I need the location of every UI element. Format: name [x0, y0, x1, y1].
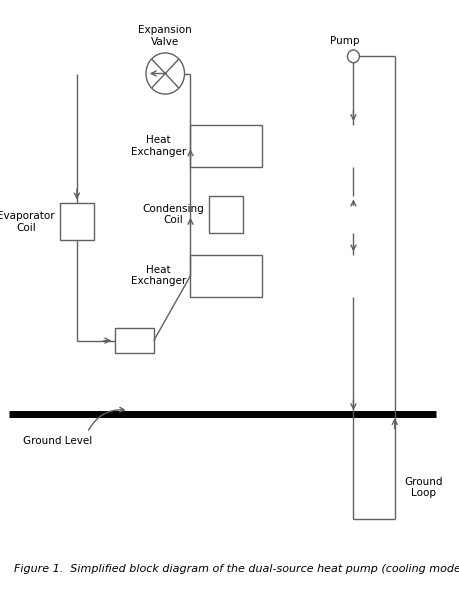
Text: Condensing
Coil: Condensing Coil [142, 204, 204, 225]
Text: Expansion
Valve: Expansion Valve [138, 25, 192, 47]
Text: Heat
Exchanger: Heat Exchanger [131, 265, 186, 286]
Circle shape [146, 53, 185, 94]
Bar [60, 204, 94, 240]
Text: Figure 1.  Simplified block diagram of the dual-source heat pump (cooling mode s: Figure 1. Simplified block diagram of th… [14, 564, 459, 574]
Bar [190, 125, 262, 167]
Text: Ground
Loop: Ground Loop [404, 477, 442, 498]
Text: Ground Level: Ground Level [23, 436, 92, 446]
Bar [115, 328, 154, 353]
Bar [209, 196, 243, 233]
Text: Evaporator
Coil: Evaporator Coil [0, 211, 55, 232]
Text: Heat
Exchanger: Heat Exchanger [131, 135, 186, 156]
Text: Pump: Pump [330, 36, 360, 46]
Bar [190, 255, 262, 297]
Circle shape [347, 50, 359, 63]
